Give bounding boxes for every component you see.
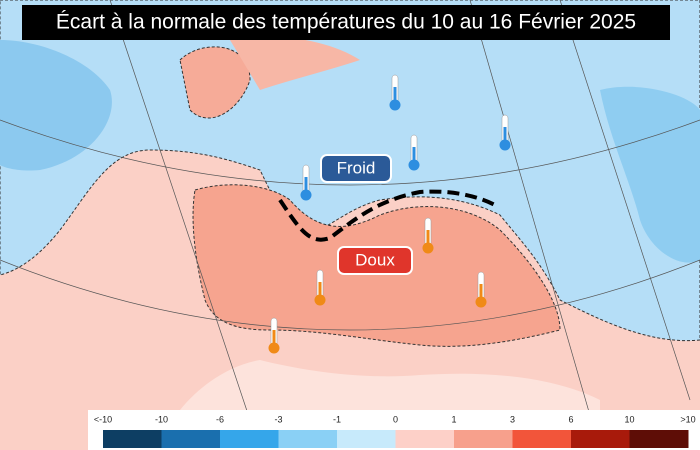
thermometer-bulb [499, 139, 511, 151]
legend-swatch [571, 430, 630, 448]
thermometer-bulb [268, 342, 280, 354]
title: Écart à la normale des températures du 1… [56, 11, 636, 34]
legend-label: 0 [393, 414, 398, 424]
thermometers [268, 74, 511, 354]
legend-swatch [629, 430, 689, 448]
thermometer-level [426, 230, 430, 248]
legend-label: 3 [510, 414, 515, 424]
legend-label: <-10 [94, 414, 112, 424]
thermometer-bulb [408, 159, 420, 171]
legend-label: -10 [155, 414, 168, 424]
thermometer-bulb [300, 189, 312, 201]
front-line [278, 189, 496, 242]
cold-core [0, 40, 112, 171]
legend-label: -3 [274, 414, 282, 424]
thermometer-bulb [475, 296, 487, 308]
thermometer-bulb [389, 99, 401, 111]
legend-swatch [103, 430, 162, 448]
warm-patch [179, 46, 251, 119]
cold-label: Froid [337, 158, 376, 177]
legend-swatch [454, 430, 513, 448]
legend-swatch [220, 430, 279, 448]
title-box [22, 5, 670, 40]
legend-label: -6 [216, 414, 224, 424]
legend-swatch [337, 430, 396, 448]
thermometer-bulb [422, 242, 434, 254]
thermometer-level [272, 330, 276, 348]
thermometer-level [304, 177, 308, 195]
thermometer-level [318, 282, 322, 300]
legend-label: 10 [624, 414, 634, 424]
thermometer-level [412, 147, 416, 165]
warm-badge [337, 246, 413, 275]
legend-label: 6 [568, 414, 573, 424]
legend-swatch [161, 430, 221, 448]
legend-label: -1 [333, 414, 341, 424]
legend-label: 1 [451, 414, 456, 424]
warm-label: Doux [355, 250, 395, 269]
legend-swatch [395, 430, 455, 448]
legend-swatch [278, 430, 338, 448]
warm-patch [230, 36, 360, 90]
cold-core [600, 86, 700, 263]
legend-swatch [512, 430, 572, 448]
cold-badge [320, 154, 392, 183]
thermometer-level [503, 127, 507, 145]
thermometer-bulb [314, 294, 326, 306]
mild-area [180, 360, 600, 410]
legend: <-10 -10 -6 -3 -1 0 1 3 6 10 >10 [94, 414, 696, 448]
thermometer-level [393, 87, 397, 105]
thermometer-level [479, 284, 483, 302]
legend-label: >10 [680, 414, 695, 424]
